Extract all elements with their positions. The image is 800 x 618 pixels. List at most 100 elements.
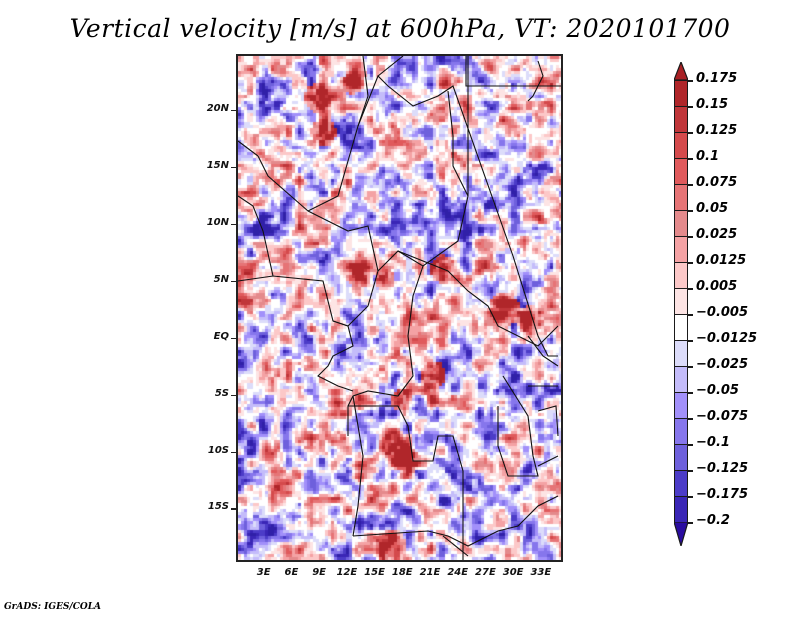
colorbar-bottom-arrow [674,522,688,546]
colorbar-level-label: −0.075 [696,409,749,424]
lat-tick-label: 20N [206,102,229,114]
lon-tick-label: 18E [391,567,413,578]
lat-tick-label: 10N [206,216,229,228]
colorbar-level-label: −0.05 [696,383,739,398]
colorbar-segment [674,106,688,133]
lon-tick-label: 9E [312,567,327,578]
colorbar-segment [674,132,688,159]
lon-tick-label: 33E [530,567,552,578]
colorbar-level-label: 0.125 [696,123,738,138]
colorbar-segment [674,366,688,393]
colorbar-level-label: 0.05 [696,201,729,216]
country-borders [238,56,561,560]
lon-tick-label: 3E [256,567,271,578]
colorbar-tick [688,184,693,186]
border-line [537,455,559,467]
lon-tick-label: 15E [364,567,385,578]
colorbar-segment [674,444,688,471]
lat-tick-label: 15S [207,501,229,513]
grads-credit: GrADS: IGES/COLA [4,602,102,612]
colorbar-tick [688,522,693,524]
colorbar-level-label: 0.025 [696,227,738,242]
lat-tick-label: EQ [213,330,229,342]
colorbar-tick [688,340,693,342]
colorbar-tick [688,288,693,290]
border-line [527,60,544,102]
colorbar-level-label: 0.0125 [696,253,747,268]
lat-tick-label: 5N [213,273,229,285]
lat-tick-mark [231,223,236,226]
vertical-velocity-field [238,56,561,560]
border-line [442,535,469,557]
border-line [512,255,558,357]
colorbar-segment [674,80,688,107]
lat-tick-label: 15N [206,159,229,171]
lat-tick-mark [231,166,236,169]
colorbar-tick [688,366,693,368]
lat-tick-label: 10S [207,444,229,456]
colorbar-top-arrow [674,62,688,80]
colorbar-segment [674,418,688,445]
colorbar-segment [674,288,688,315]
lon-tick-label: 27E [475,567,496,578]
colorbar-level-label: 0.005 [696,279,738,294]
colorbar-tick [688,470,693,472]
lat-tick-mark [231,508,236,510]
colorbar-level-label: −0.025 [696,357,749,372]
colorbar-level-label: −0.005 [696,305,749,320]
plot-title: Vertical velocity [m/s] at 600hPa, VT: 2… [69,14,731,43]
colorbar-tick [688,80,693,82]
colorbar-segment [674,184,688,211]
colorbar-segment [674,210,688,237]
colorbar-tick [688,418,693,420]
lat-tick-mark [231,451,236,454]
colorbar-level-label: 0.075 [696,175,738,190]
border-line [352,495,559,547]
colorbar-segment [674,262,688,289]
lon-tick-label: 30E [502,567,524,578]
border-line [238,75,514,257]
colorbar-segment [674,496,688,523]
colorbar-tick [688,106,693,108]
lat-tick-mark [231,337,236,340]
colorbar-level-label: −0.175 [696,487,749,502]
lat-tick-mark [231,280,236,283]
colorbar-level-label: 0.1 [696,149,720,164]
colorbar-level-label: 0.175 [696,71,738,86]
lon-tick-label: 21E [419,567,441,578]
border-line [348,405,464,560]
lon-tick-label: 6E [284,567,299,578]
colorbar-level-label: 0.15 [696,97,729,112]
border-line [317,320,354,392]
colorbar-tick [688,236,693,238]
colorbar-segment [674,314,688,341]
border-line [465,56,561,87]
lon-tick-label: 24E [447,567,469,578]
border-line [377,56,404,77]
border-line [238,195,274,277]
colorbar-level-label: −0.125 [696,461,749,476]
colorbar-tick [688,314,693,316]
lat-tick-mark [231,394,236,397]
lat-tick-mark [231,109,236,112]
border-line [357,56,369,127]
border-line [537,405,559,437]
colorbar-segment [674,236,688,263]
map-plot-area [236,54,563,562]
border-line [352,395,364,537]
colorbar-level-label: −0.2 [696,513,730,528]
colorbar-segment [674,158,688,185]
border-line [307,210,379,272]
colorbar-tick [688,392,693,394]
colorbar-tick [688,210,693,212]
lat-tick-label: 5S [214,387,229,399]
colorbar-level-label: −0.1 [696,435,730,450]
colorbar-tick [688,262,693,264]
colorbar-tick [688,132,693,134]
colorbar-segment [674,392,688,419]
border-line [447,56,469,197]
colorbar-tick [688,496,693,498]
colorbar-level-label: −0.0125 [696,331,758,346]
lon-tick-label: 12E [336,567,358,578]
colorbar-tick [688,444,693,446]
